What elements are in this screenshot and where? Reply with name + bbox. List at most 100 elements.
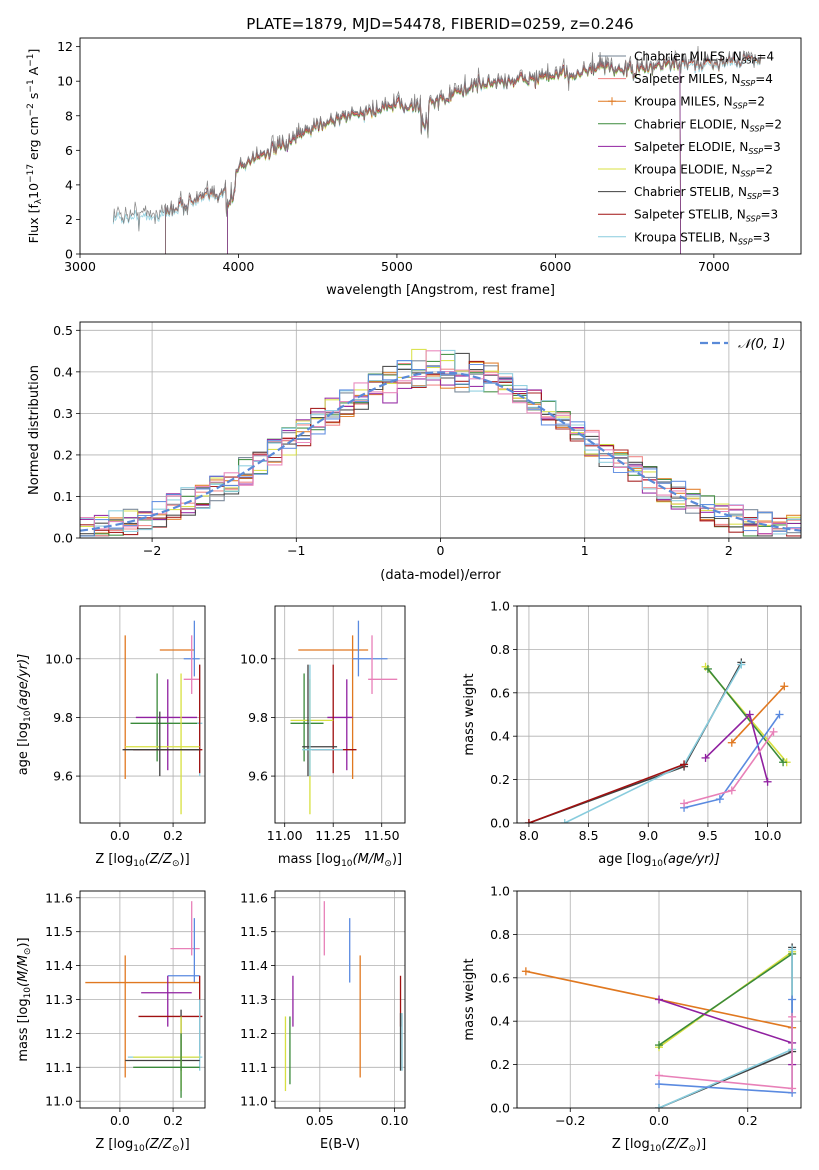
x-axis-label-part: 10 — [133, 859, 145, 869]
x-tick-label: 2 — [725, 543, 733, 558]
y-tick-label: 0.4 — [490, 729, 510, 744]
x-tick-label: 9.5 — [698, 828, 718, 843]
x-axis-label-part: 10 — [341, 859, 353, 869]
legend-label-text: Chabrier ELODIE, N — [634, 117, 750, 131]
x-tick-label: 0.2 — [163, 828, 183, 843]
weight-line — [528, 662, 743, 823]
legend-label-sub: SSP — [750, 124, 765, 133]
y-tick-label: 1.0 — [490, 884, 510, 899]
plot-weight-vs-Z: −0.2 0.0 0.2 0.0 0.2 0.4 0.6 0.8 1.0 Z [log10(Z/Z… — [462, 884, 802, 1154]
x-axis-label: Z [log10(Z/Z⊙)] — [612, 1137, 706, 1154]
plot-area — [521, 943, 797, 1108]
x-axis-label: age [log10(age/yr)] — [598, 852, 720, 869]
x-axis-label: E(B-V) — [320, 1137, 360, 1152]
legend-label: Salpeter STELIB, NSSP=3 — [634, 208, 778, 224]
y-axis-label-part: −2 — [26, 103, 36, 116]
x-axis-label: wavelength [Angstrom, rest frame] — [326, 283, 555, 298]
plot-area — [122, 620, 203, 815]
x-axis-label-part: Z [log — [612, 1137, 650, 1152]
x-axis-label-part: Z [log — [95, 852, 133, 867]
plot-area — [284, 901, 403, 1092]
plot-area — [85, 901, 203, 1098]
weight-line — [731, 685, 785, 744]
plot-mass-vs-Z: 0.0 0.2 11.0 11.1 11.2 11.3 11.4 11.5 11.6 Z [log… — [16, 890, 206, 1154]
x-tick-label: 5000 — [381, 259, 413, 274]
y-tick-label: 11.5 — [240, 924, 268, 939]
plot-residuals: −2 −1 0 1 2 0.0 0.1 0.2 0.3 0.4 0.5 (data-model)/er… — [27, 321, 802, 583]
x-tick-label: 10.0 — [754, 828, 782, 843]
y-axis-label-part: Flux [f — [26, 204, 41, 244]
legend-label-sub: SSP — [742, 57, 757, 66]
normal-curve — [80, 371, 801, 532]
y-tick-label: 11.1 — [240, 1060, 268, 1075]
y-tick-label: 11.0 — [45, 1094, 73, 1109]
y-tick-label: 11.5 — [45, 924, 73, 939]
figure-title: PLATE=1879, MJD=54478, FIBERID=0259, z=0… — [246, 15, 633, 33]
y-tick-label: 0.6 — [490, 685, 510, 700]
y-tick-label: 0.2 — [53, 447, 73, 462]
y-tick-label: 10.0 — [240, 651, 268, 666]
y-tick-label: 11.4 — [240, 958, 268, 973]
y-axis-label-part: −1 — [26, 79, 36, 92]
legend-label: Kroupa MILES, NSSP=2 — [634, 95, 765, 111]
y-axis-label-part: age [log — [16, 722, 31, 775]
y-tick-label: 11.6 — [45, 890, 73, 905]
legend-label-count: =4 — [755, 72, 773, 86]
x-axis-label-part: ⊙ — [172, 859, 180, 869]
y-tick-label: 11.6 — [240, 890, 268, 905]
spectrum-series-data — [112, 45, 762, 232]
y-axis-label-part: ⊙ — [23, 948, 33, 956]
legend-label-count: =4 — [756, 50, 774, 64]
x-tick-label: 0.0 — [649, 1113, 669, 1128]
y-tick-label: 8 — [65, 108, 73, 123]
y-axis-label: Normed distribution — [27, 365, 42, 495]
legend-label-count: =3 — [760, 208, 778, 222]
x-axis-label-part: (Z/Z — [661, 1137, 689, 1152]
y-tick-label: 0.1 — [53, 489, 73, 504]
x-tick-label: 7000 — [698, 259, 730, 274]
legend-label-text: Chabrier MILES, N — [634, 50, 742, 64]
x-tick-label: 1 — [581, 543, 589, 558]
y-tick-label: 4 — [65, 177, 73, 192]
legend-label-text: Salpeter ELODIE, N — [634, 140, 748, 154]
weight-line — [658, 947, 793, 1108]
legend-label-text: Chabrier STELIB, N — [634, 185, 747, 199]
weight-line — [528, 763, 685, 823]
x-tick-label: 11.25 — [315, 828, 351, 843]
y-tick-label: 0.8 — [490, 642, 510, 657]
plot-area — [524, 658, 791, 823]
y-axis-label-part: A — [26, 66, 41, 79]
x-tick-label: 11.00 — [267, 828, 303, 843]
y-tick-label: 0.4 — [53, 364, 73, 379]
weight-line — [658, 949, 793, 1108]
x-axis-label-part: 10 — [133, 1144, 145, 1154]
y-tick-label: 11.1 — [45, 1060, 73, 1075]
x-tick-label: 3000 — [64, 259, 96, 274]
y-tick-label: 0.2 — [490, 772, 510, 787]
y-tick-label: 9.6 — [53, 769, 73, 784]
y-tick-label: 11.0 — [240, 1094, 268, 1109]
histogram-series — [80, 350, 801, 535]
x-axis-label-part: ⊙ — [384, 859, 392, 869]
x-axis-label-part: (Z/Z — [145, 852, 173, 867]
x-axis-label: mass [log10(M/M⊙)] — [278, 852, 402, 869]
y-tick-label: 0.8 — [490, 927, 510, 942]
x-axis-label-part: age [log — [598, 852, 651, 867]
x-tick-label: 6000 — [539, 259, 571, 274]
y-tick-label: 11.2 — [240, 1026, 268, 1041]
x-axis-label-part: (Z/Z — [145, 1137, 173, 1152]
x-tick-label: 0 — [437, 543, 445, 558]
axes-frame — [516, 605, 802, 824]
legend-label-sub: SSP — [733, 102, 748, 111]
y-tick-label: 10 — [57, 74, 73, 89]
plot-area — [112, 45, 762, 254]
axes-frame — [79, 37, 802, 255]
axes-frame — [516, 890, 802, 1109]
legend-label-count: =3 — [763, 140, 781, 154]
weight-line — [704, 712, 769, 783]
legend-label-count: =3 — [753, 230, 771, 244]
x-axis-label-part: (age/yr)] — [663, 852, 720, 867]
y-axis-label-part: mass [log — [16, 998, 31, 1061]
axes-frame — [79, 890, 206, 1109]
legend-label-sub: SSP — [741, 170, 756, 179]
